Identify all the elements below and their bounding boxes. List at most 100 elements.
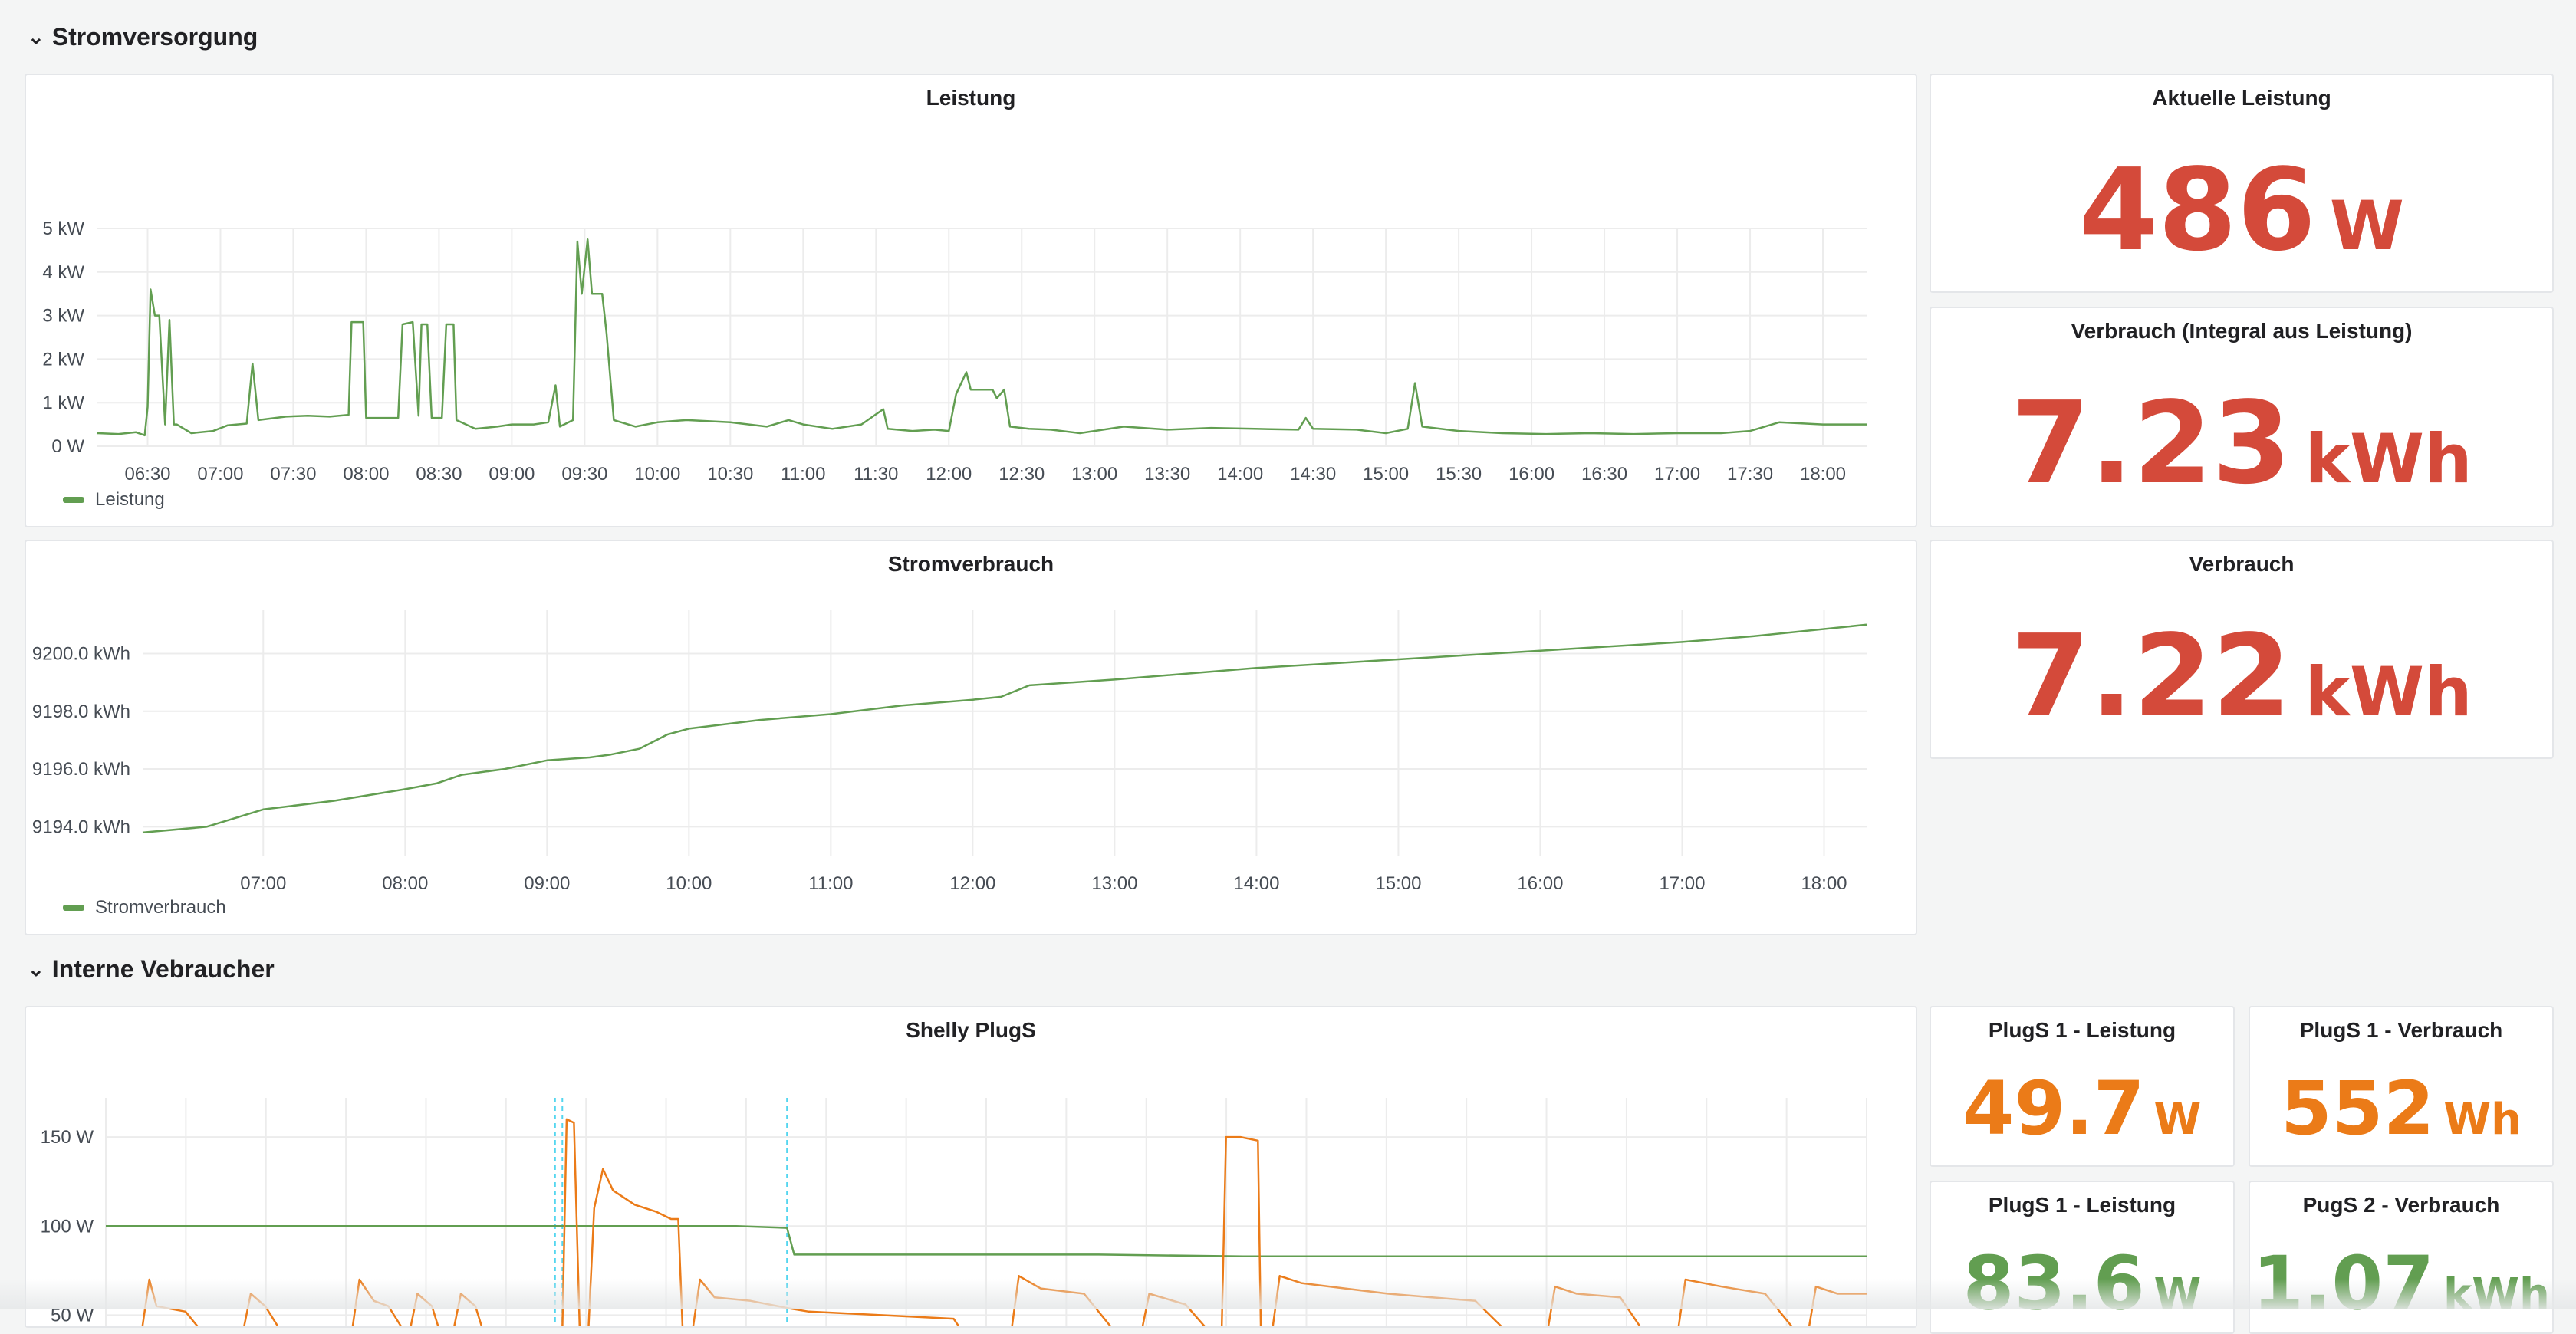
x-tick-label: 15:00 <box>1363 464 1409 485</box>
x-tick-label: 15:30 <box>1436 464 1482 485</box>
y-tick-label: 5 kW <box>42 219 84 239</box>
y-tick-label: 4 kW <box>42 262 84 283</box>
legend-leistung[interactable]: Leistung <box>63 489 165 511</box>
x-tick-label: 17:00 <box>1654 464 1700 485</box>
x-tick-label: 08:30 <box>416 464 462 485</box>
legend-label: Leistung <box>95 489 165 510</box>
panel-title: PlugS 1 - Verbrauch <box>2299 1018 2503 1042</box>
stat-unit: kWh <box>2305 419 2472 498</box>
x-tick-label: 09:00 <box>524 873 570 894</box>
y-tick-label: 150 W <box>41 1127 94 1148</box>
x-tick-label: 12:30 <box>998 464 1045 485</box>
stat-unit: Wh <box>2443 1095 2522 1145</box>
stat-value: 552 <box>2280 1066 2435 1152</box>
row-title: Interne Vebraucher <box>51 955 275 983</box>
y-tick-label: 9198.0 kWh <box>32 702 130 722</box>
x-tick-label: 11:00 <box>808 873 853 894</box>
y-tick-label: 100 W <box>41 1216 94 1237</box>
x-tick-label: 16:00 <box>1517 873 1563 894</box>
panel-leistung[interactable]: Leistung 06:30 07:00 07:30 08:00 08:30 09:00 0… <box>25 74 1917 527</box>
series-line <box>106 1225 1867 1258</box>
panel-verbrauch-integral[interactable]: Verbrauch (Integral aus Leistung) 7.23 kW… <box>1930 307 2554 527</box>
x-tick-label: 10:00 <box>666 873 712 894</box>
stat-value-row: 7.23 kWh <box>1931 377 2552 509</box>
x-tick-label: 09:30 <box>561 464 607 485</box>
panel-title: Leistung <box>926 86 1016 110</box>
legend-swatch <box>63 905 84 911</box>
legend-label: Stromverbrauch <box>95 897 226 918</box>
x-tick-label: 15:00 <box>1375 873 1421 894</box>
row-header-stromversorgung[interactable]: ⌄ Stromversorgung <box>28 23 258 51</box>
panel-plugs1-leistung[interactable]: PlugS 1 - Leistung 49.7 W <box>1930 1006 2235 1167</box>
stat-unit: kWh <box>2305 652 2472 731</box>
x-tick-label: 08:00 <box>343 464 389 485</box>
y-tick-label: 0 W <box>51 436 84 457</box>
x-tick-label: 13:00 <box>1091 873 1137 894</box>
x-tick-label: 07:30 <box>270 464 316 485</box>
stat-unit: W <box>2329 186 2404 265</box>
x-tick-label: 11:30 <box>854 464 898 485</box>
x-tick-label: 13:00 <box>1071 464 1117 485</box>
legend-swatch <box>63 497 84 503</box>
panel-shelly-plugs[interactable]: Shelly PlugS 50 W 100 W 150 W <box>25 1006 1917 1328</box>
x-tick-label: 14:00 <box>1217 464 1263 485</box>
stat-value: 49.7 <box>1962 1066 2145 1152</box>
chart-leistung[interactable]: 06:30 07:00 07:30 08:00 08:30 09:00 09:30 10:00… <box>26 75 1916 526</box>
x-tick-label: 06:30 <box>124 464 170 485</box>
legend-stromverbrauch[interactable]: Stromverbrauch <box>63 897 226 918</box>
x-tick-label: 16:30 <box>1581 464 1627 485</box>
x-tick-label: 07:00 <box>197 464 243 485</box>
panel-verbrauch[interactable]: Verbrauch 7.22 kWh <box>1930 540 2554 759</box>
stat-value-row: 486 W <box>1931 144 2552 276</box>
panel-title: PlugS 1 - Leistung <box>1988 1193 2176 1217</box>
stat-value: 7.22 <box>2011 610 2291 742</box>
x-tick-label: 16:00 <box>1508 464 1554 485</box>
x-tick-label: 07:00 <box>240 873 286 894</box>
bottom-fade <box>0 1279 2576 1309</box>
row-header-interne-vebraucher[interactable]: ⌄ Interne Vebraucher <box>28 955 275 984</box>
panel-stromverbrauch[interactable]: Stromverbrauch 07:00 08:00 09:00 10:00 11:00… <box>25 540 1917 935</box>
x-tick-label: 17:30 <box>1727 464 1773 485</box>
panel-aktuelle-leistung[interactable]: Aktuelle Leistung 486 W <box>1930 74 2554 293</box>
x-tick-label: 18:00 <box>1800 464 1846 485</box>
stat-unit: W <box>2153 1095 2202 1145</box>
panel-title: PugS 2 - Verbrauch <box>2302 1193 2500 1217</box>
panel-title: Shelly PlugS <box>906 1018 1036 1042</box>
y-tick-label: 9200.0 kWh <box>32 643 130 664</box>
stat-value: 7.23 <box>2011 377 2291 509</box>
panel-title: PlugS 1 - Leistung <box>1988 1018 2176 1042</box>
y-tick-label: 9194.0 kWh <box>32 816 130 837</box>
x-tick-label: 12:00 <box>949 873 995 894</box>
chart-stromverbrauch[interactable]: 07:00 08:00 09:00 10:00 11:00 12:00 13:00 14:00… <box>26 541 1916 934</box>
x-tick-label: 17:00 <box>1659 873 1705 894</box>
x-tick-label: 12:00 <box>926 464 972 485</box>
x-tick-label: 13:30 <box>1144 464 1190 485</box>
panel-title: Verbrauch <box>2189 552 2295 576</box>
x-tick-label: 09:00 <box>489 464 535 485</box>
x-tick-label: 14:30 <box>1290 464 1336 485</box>
panel-pugs2-verbrauch[interactable]: PugS 2 - Verbrauch 1.07kWh <box>2249 1181 2554 1334</box>
chevron-down-icon[interactable]: ⌄ <box>28 25 44 48</box>
x-tick-label: 18:00 <box>1801 873 1847 894</box>
series-line <box>96 238 1867 437</box>
series-line <box>142 623 1867 834</box>
panel-title: Aktuelle Leistung <box>2152 86 2331 110</box>
x-tick-label: 10:30 <box>707 464 753 485</box>
panel-plugs1-leistung-b[interactable]: PlugS 1 - Leistung 83.6W <box>1930 1181 2235 1334</box>
y-tick-label: 1 kW <box>42 393 84 413</box>
panel-title: Verbrauch (Integral aus Leistung) <box>2071 319 2413 343</box>
y-tick-label: 3 kW <box>42 306 84 327</box>
x-tick-label: 08:00 <box>382 873 428 894</box>
chevron-down-icon[interactable]: ⌄ <box>28 958 44 981</box>
stat-value-row: 7.22 kWh <box>1931 610 2552 742</box>
stat-value-row: 552 Wh <box>2250 1066 2552 1152</box>
x-tick-label: 14:00 <box>1233 873 1279 894</box>
stat-value-row: 49.7 W <box>1931 1066 2233 1152</box>
y-tick-label: 9196.0 kWh <box>32 759 130 780</box>
panel-title: Stromverbrauch <box>887 552 1054 576</box>
row-title: Stromversorgung <box>51 23 258 51</box>
stat-value: 486 <box>2078 144 2316 276</box>
y-tick-label: 2 kW <box>42 349 84 370</box>
x-tick-label: 10:00 <box>634 464 680 485</box>
panel-plugs1-verbrauch[interactable]: PlugS 1 - Verbrauch 552 Wh <box>2249 1006 2554 1167</box>
